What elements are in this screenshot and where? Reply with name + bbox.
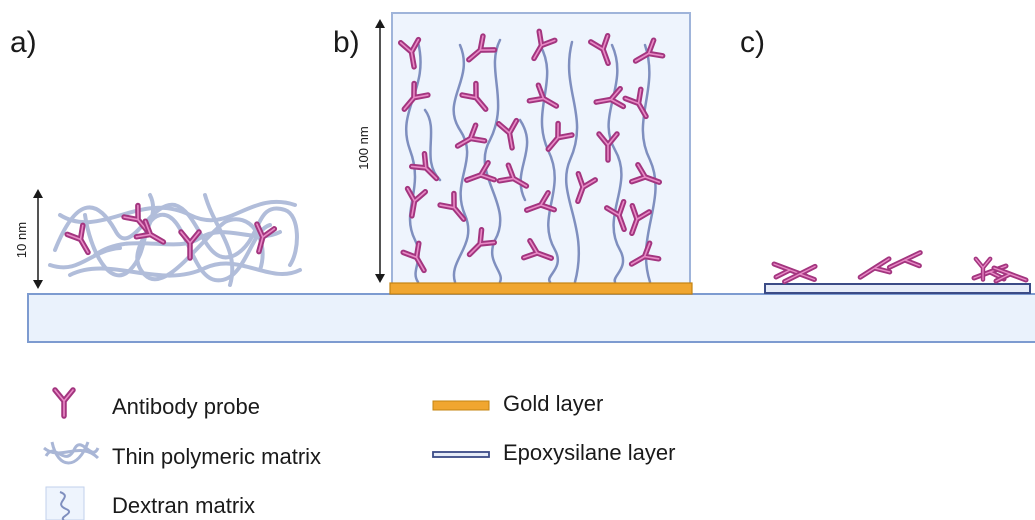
gold-legend-icon	[432, 400, 490, 411]
legend-epoxysilane-label: Epoxysilane layer	[503, 440, 675, 465]
legend: Antibody probe Thin polymeric matrix Dex…	[43, 390, 675, 520]
epoxysilane-layer-c	[764, 283, 1031, 294]
dextran-legend-icon	[45, 486, 85, 520]
legend-antibody-label: Antibody probe	[112, 394, 260, 419]
legend-gold-label: Gold layer	[503, 391, 603, 416]
height-arrow-a	[33, 189, 43, 289]
substrate	[27, 293, 1035, 343]
panel-label-b: b)	[333, 26, 360, 59]
gold-layer-b	[389, 282, 693, 295]
dimension-label-a: 10 nm	[14, 222, 29, 258]
legend-dextran-label: Dextran matrix	[112, 493, 255, 518]
dextran-chain-legend-icon	[59, 491, 71, 520]
dimension-label-b: 100 nm	[356, 126, 371, 169]
epoxysilane-legend-icon	[432, 451, 490, 458]
panel-label-a: a)	[10, 26, 37, 59]
panel-label-c: c)	[740, 26, 765, 59]
antibody-legend-icon	[55, 390, 73, 416]
legend-polymeric-label: Thin polymeric matrix	[112, 444, 321, 469]
height-arrow-b	[375, 19, 385, 283]
antibody-probes-c	[774, 253, 1026, 283]
polymeric-legend-icon	[43, 441, 100, 465]
